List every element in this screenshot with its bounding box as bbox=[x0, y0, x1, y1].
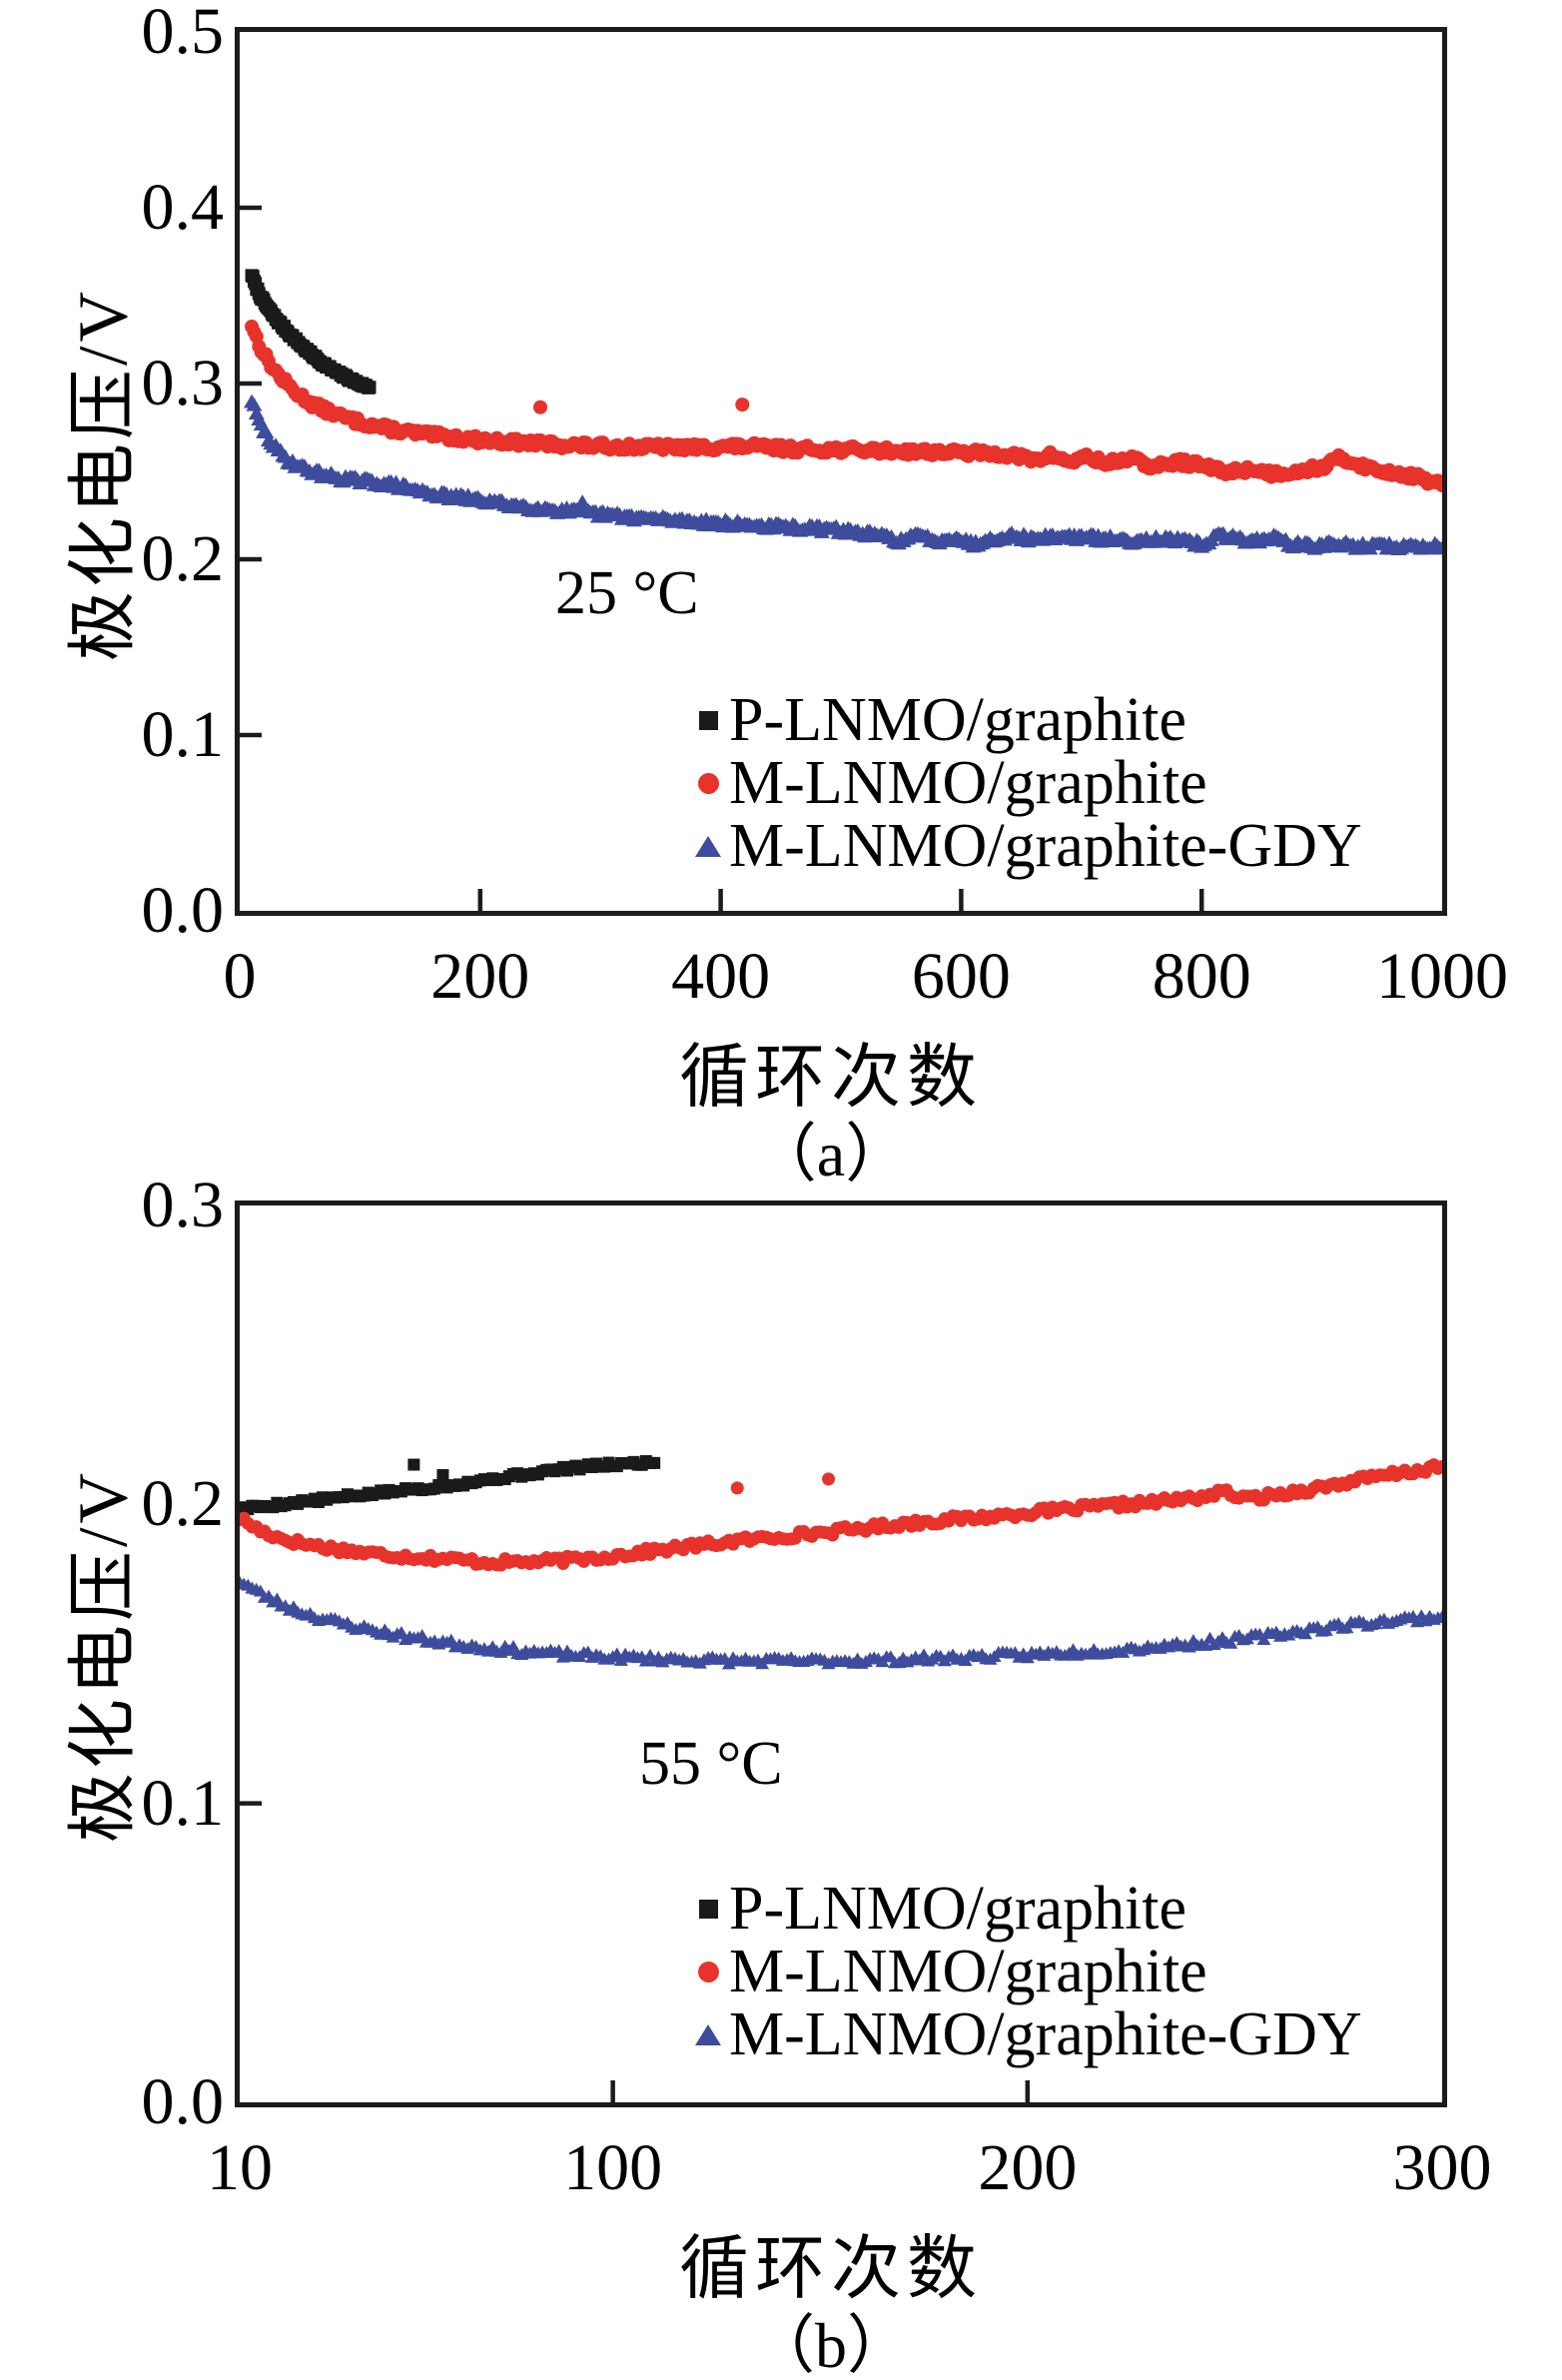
series-m-lnmo-graphite bbox=[240, 1458, 1442, 1572]
plot-area-a bbox=[235, 27, 1447, 916]
y-tick-label: 0.5 bbox=[141, 0, 225, 68]
x-tick-label: 600 bbox=[911, 940, 1011, 1013]
y-tick-label: 0.2 bbox=[141, 522, 225, 595]
y-tick-label: 0.0 bbox=[141, 2065, 225, 2138]
circle-marker-icon bbox=[697, 1962, 719, 1983]
x-tick-label: 800 bbox=[1152, 940, 1251, 1013]
caption-a: （a） bbox=[752, 1119, 910, 1190]
x-axis-title-a: 循环次数 bbox=[679, 1040, 983, 1117]
legend-item: M-LNMO/graphite-GDY bbox=[687, 812, 1362, 880]
y-tick-label: 0.0 bbox=[141, 874, 225, 947]
series-m-lnmo-graphite-gdy bbox=[244, 394, 1442, 556]
x-tick-label: 200 bbox=[978, 2131, 1078, 2204]
x-tick-label: 300 bbox=[1392, 2131, 1492, 2204]
y-tick-label: 0.1 bbox=[141, 698, 225, 771]
legend-item: M-LNMO/graphite bbox=[687, 1938, 1362, 2005]
legend-label: M-LNMO/graphite bbox=[729, 749, 1207, 817]
annotation-temperature-a: 25 °C bbox=[555, 559, 699, 627]
legend-item: M-LNMO/graphite-GDY bbox=[687, 2000, 1362, 2068]
legend-label: M-LNMO/graphite-GDY bbox=[729, 812, 1362, 880]
triangle-marker-icon bbox=[695, 836, 721, 857]
triangle-marker-icon bbox=[695, 2024, 721, 2045]
series-p-lnmo-graphite bbox=[245, 269, 377, 395]
chart-canvas-b bbox=[240, 1455, 1442, 2102]
y-axis-title-a: 极化电压/V bbox=[65, 288, 143, 661]
annotation-temperature-b: 55 °C bbox=[639, 1730, 783, 1798]
y-tick-label: 0.4 bbox=[141, 171, 225, 244]
legend-item: P-LNMO/graphite bbox=[687, 1875, 1362, 1943]
circle-marker-icon bbox=[697, 773, 719, 794]
x-tick-label: 100 bbox=[563, 2131, 663, 2204]
series-p-lnmo-graphite bbox=[240, 1455, 661, 1517]
y-tick-label: 0.1 bbox=[141, 1766, 225, 1840]
x-tick-label: 10 bbox=[207, 2131, 273, 2204]
legend-label: M-LNMO/graphite-GDY bbox=[729, 2000, 1362, 2068]
legend-item: M-LNMO/graphite bbox=[687, 749, 1362, 817]
legend-label: M-LNMO/graphite bbox=[729, 1938, 1207, 2005]
x-tick-label: 400 bbox=[671, 940, 771, 1013]
x-tick-label: 0 bbox=[223, 940, 257, 1013]
series-m-lnmo-graphite bbox=[245, 319, 1442, 493]
series-m-lnmo-graphite-gdy bbox=[240, 1575, 1442, 1670]
y-tick-label: 0.3 bbox=[141, 1169, 225, 1241]
legend-label: P-LNMO/graphite bbox=[729, 1875, 1187, 1943]
x-tick-label: 200 bbox=[430, 940, 530, 1013]
chart-canvas-a bbox=[240, 205, 1442, 911]
legend-item: P-LNMO/graphite bbox=[687, 686, 1362, 754]
y-tick-label: 0.2 bbox=[141, 1467, 225, 1541]
legend-label: P-LNMO/graphite bbox=[729, 686, 1187, 754]
square-marker-icon bbox=[698, 711, 718, 730]
square-marker-icon bbox=[698, 1900, 718, 1919]
x-tick-label: 1000 bbox=[1376, 940, 1508, 1013]
legend-a: P-LNMO/graphite M-LNMO/graphite M-LNMO/g… bbox=[687, 686, 1362, 880]
y-tick-label: 0.3 bbox=[141, 347, 225, 419]
plot-area-b bbox=[235, 1200, 1447, 2107]
x-axis-title-b: 循环次数 bbox=[679, 2231, 983, 2308]
legend-b: P-LNMO/graphite M-LNMO/graphite M-LNMO/g… bbox=[687, 1875, 1362, 2068]
caption-b: （b） bbox=[751, 2310, 911, 2380]
